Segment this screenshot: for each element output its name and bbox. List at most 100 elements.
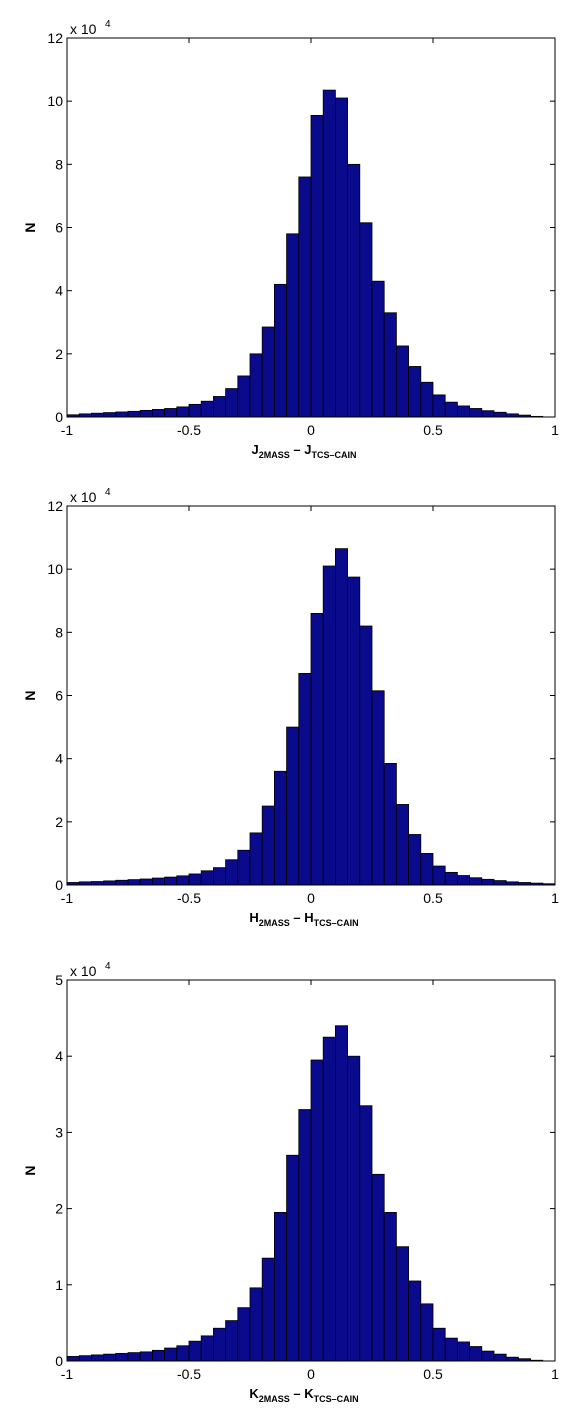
- x-axis-label: J2MASS – JTCS–CAIN: [252, 442, 357, 460]
- histogram-bar: [200, 400, 214, 418]
- y-tick-label: 0: [55, 877, 63, 893]
- histogram-bar: [347, 163, 361, 418]
- histogram-bar: [139, 878, 153, 886]
- histogram-bar: [334, 548, 348, 886]
- histogram-bar: [225, 1320, 239, 1362]
- histogram-bar: [164, 1347, 178, 1362]
- histogram-bar: [249, 1287, 263, 1362]
- histogram-bar: [322, 565, 336, 886]
- histogram-bar: [383, 763, 397, 886]
- histogram-bar: [469, 877, 483, 886]
- histogram-bar: [164, 408, 178, 418]
- y-tick-label: 6: [55, 688, 63, 704]
- histogram-bar: [481, 410, 495, 418]
- histogram-bar: [481, 1350, 495, 1362]
- x-tick-label: -0.5: [177, 1366, 201, 1382]
- histogram-bar: [395, 345, 409, 418]
- y-tick-label: 2: [55, 346, 63, 362]
- histogram-bar: [420, 853, 434, 886]
- histogram-bar: [444, 871, 458, 886]
- x-tick-label: 1: [551, 422, 559, 438]
- y-multiplier: x 10: [70, 21, 97, 37]
- x-tick-label: 0.5: [423, 890, 443, 906]
- histogram-bar: [78, 1355, 92, 1362]
- bars: [66, 89, 544, 418]
- histogram-bar: [408, 366, 422, 418]
- histogram-bar: [91, 412, 105, 418]
- histogram-bar: [115, 411, 129, 418]
- histogram-bar: [469, 1346, 483, 1362]
- x-tick-label: 1: [551, 1366, 559, 1382]
- histogram-bar: [237, 849, 251, 886]
- histogram-bar: [103, 1353, 117, 1362]
- histogram-k: -1 -0.5 0 0.5 1 0 1 2 3 4 5 x 10 4 N K2MASS – KTCS–CAI…: [22, 961, 559, 1404]
- histogram-bar: [359, 222, 373, 418]
- histogram-bar: [493, 1353, 507, 1362]
- histogram-bar: [432, 1327, 446, 1362]
- histogram-bar: [469, 408, 483, 418]
- histogram-bar: [456, 1341, 470, 1362]
- y-multiplier: x 10: [70, 489, 97, 505]
- x-tick-label: 0: [307, 422, 315, 438]
- histogram-bar: [261, 1257, 275, 1362]
- histogram-bar: [395, 1246, 409, 1362]
- y-tick-label: 6: [55, 220, 63, 236]
- histogram-bar: [420, 381, 434, 418]
- histogram-bar: [237, 375, 251, 418]
- histogram-bar: [212, 396, 226, 418]
- histogram-bar: [383, 312, 397, 418]
- x-tick-label: -0.5: [177, 890, 201, 906]
- histogram-bar: [151, 1349, 165, 1362]
- histogram-bar: [420, 1303, 434, 1362]
- histogram-bar: [298, 1109, 312, 1362]
- histogram-bar: [432, 394, 446, 418]
- histogram-bar: [188, 873, 202, 886]
- histogram-bar: [261, 326, 275, 418]
- y-tick-label: 8: [55, 156, 63, 172]
- histogram-bar: [115, 1352, 129, 1362]
- x-tick-label: 1: [551, 890, 559, 906]
- histogram-bar: [176, 406, 190, 418]
- histogram-bar: [139, 1351, 153, 1362]
- histogram-bar: [91, 1354, 105, 1362]
- histogram-bar: [383, 1212, 397, 1362]
- histogram-bar: [298, 176, 312, 418]
- histogram-bar: [103, 880, 117, 886]
- x-tick-label: 0.5: [423, 422, 443, 438]
- histogram-bar: [493, 411, 507, 418]
- histogram-bar: [456, 405, 470, 418]
- histogram-bar: [408, 1280, 422, 1362]
- histogram-bar: [212, 867, 226, 886]
- histogram-bar: [91, 881, 105, 886]
- histogram-bar: [359, 625, 373, 886]
- histogram-bar: [481, 878, 495, 886]
- x-tick-label: 0.5: [423, 1366, 443, 1382]
- histogram-bar: [212, 1327, 226, 1362]
- y-tick-label: 1: [55, 1277, 63, 1293]
- histogram-bar: [286, 233, 300, 418]
- histogram-bar: [286, 1154, 300, 1362]
- histogram-bar: [395, 804, 409, 886]
- x-tick-label: -1: [61, 422, 74, 438]
- histogram-bar: [261, 805, 275, 886]
- histogram-bar: [127, 1352, 141, 1362]
- histogram-bar: [298, 672, 312, 886]
- y-tick-label: 10: [47, 93, 63, 109]
- y-multiplier-exponent: 4: [105, 487, 111, 498]
- x-tick-label: 0: [307, 890, 315, 906]
- histogram-bar: [347, 1055, 361, 1362]
- histogram-bar: [151, 877, 165, 886]
- x-tick-label: -0.5: [177, 422, 201, 438]
- histogram-bar: [444, 1337, 458, 1362]
- histogram-bar: [127, 879, 141, 886]
- y-axis-label: N: [22, 222, 38, 232]
- histogram-bar: [273, 770, 287, 886]
- histogram-bar: [151, 409, 165, 418]
- histogram-panel-h: -1 -0.5 0 0.5 1 0 2 4 6 8 10 12 x 10 4 N H2MASS – HTCS–…: [0, 472, 570, 944]
- x-tick-label: -1: [61, 890, 74, 906]
- y-axis-label: N: [22, 1165, 38, 1175]
- y-tick-label: 4: [55, 283, 63, 299]
- histogram-bar: [200, 870, 214, 886]
- histogram-bar: [176, 1345, 190, 1362]
